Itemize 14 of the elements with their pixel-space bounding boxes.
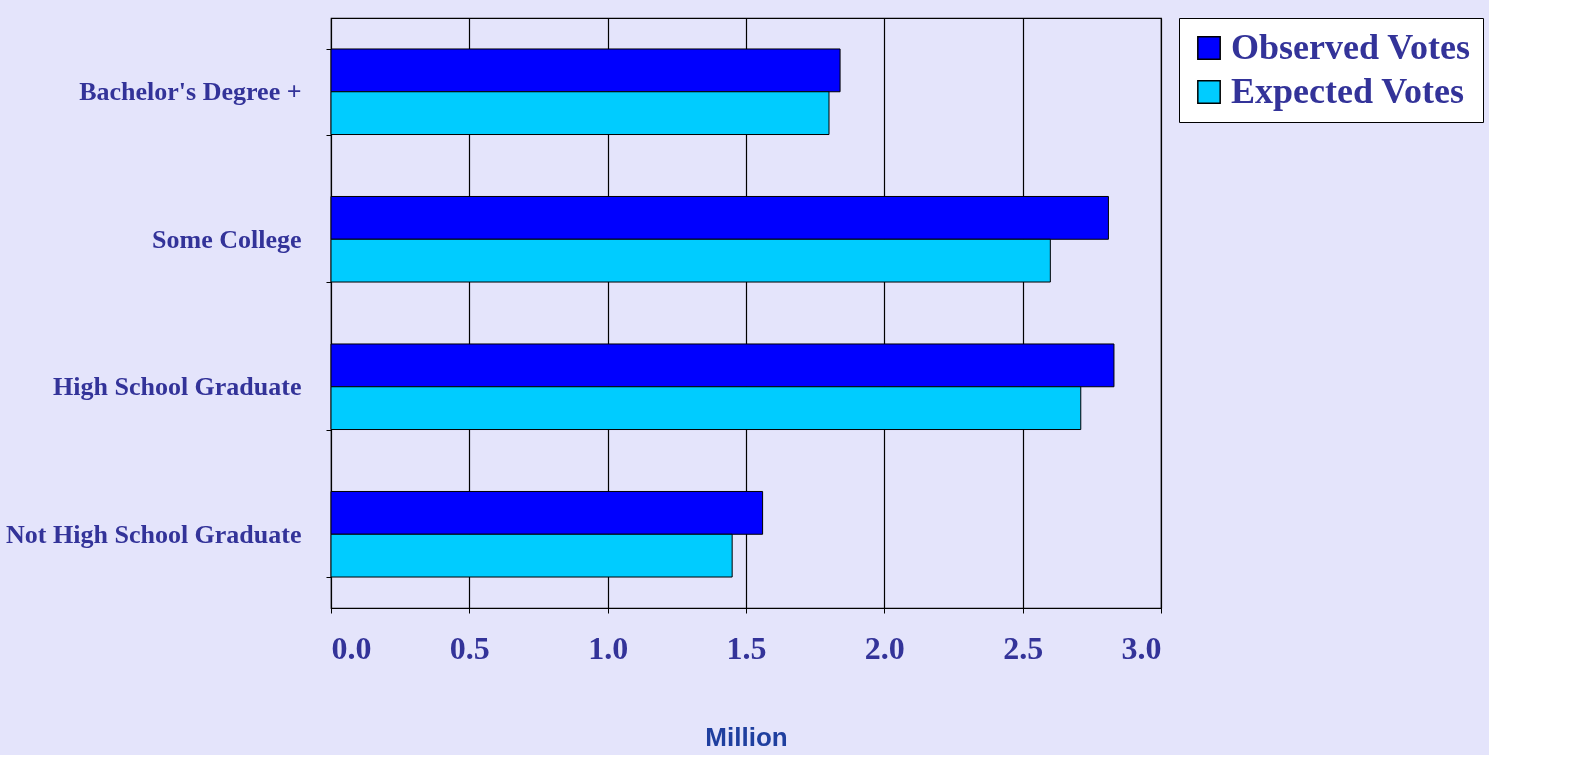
x-tick-label: 2.0 bbox=[864, 629, 905, 666]
y-tick-label: Some College bbox=[152, 224, 302, 254]
legend-label: Expected Votes bbox=[1231, 71, 1464, 111]
x-tick-label: 1.5 bbox=[726, 629, 767, 666]
y-tick-label: High School Graduate bbox=[53, 372, 302, 402]
x-tick-label: 1.0 bbox=[588, 629, 629, 666]
legend-label: Observed Votes bbox=[1231, 27, 1471, 67]
x-axis-title: Million bbox=[705, 721, 788, 752]
y-tick-label: Not High School Graduate bbox=[6, 519, 302, 549]
x-tick-label: 3.0 bbox=[1121, 629, 1162, 666]
x-tick-label: 2.5 bbox=[1003, 629, 1044, 666]
x-tick-label: 0.5 bbox=[449, 629, 490, 666]
y-tick-label: Bachelor's Degree + bbox=[79, 77, 302, 107]
x-tick-label: 0.0 bbox=[331, 629, 372, 666]
